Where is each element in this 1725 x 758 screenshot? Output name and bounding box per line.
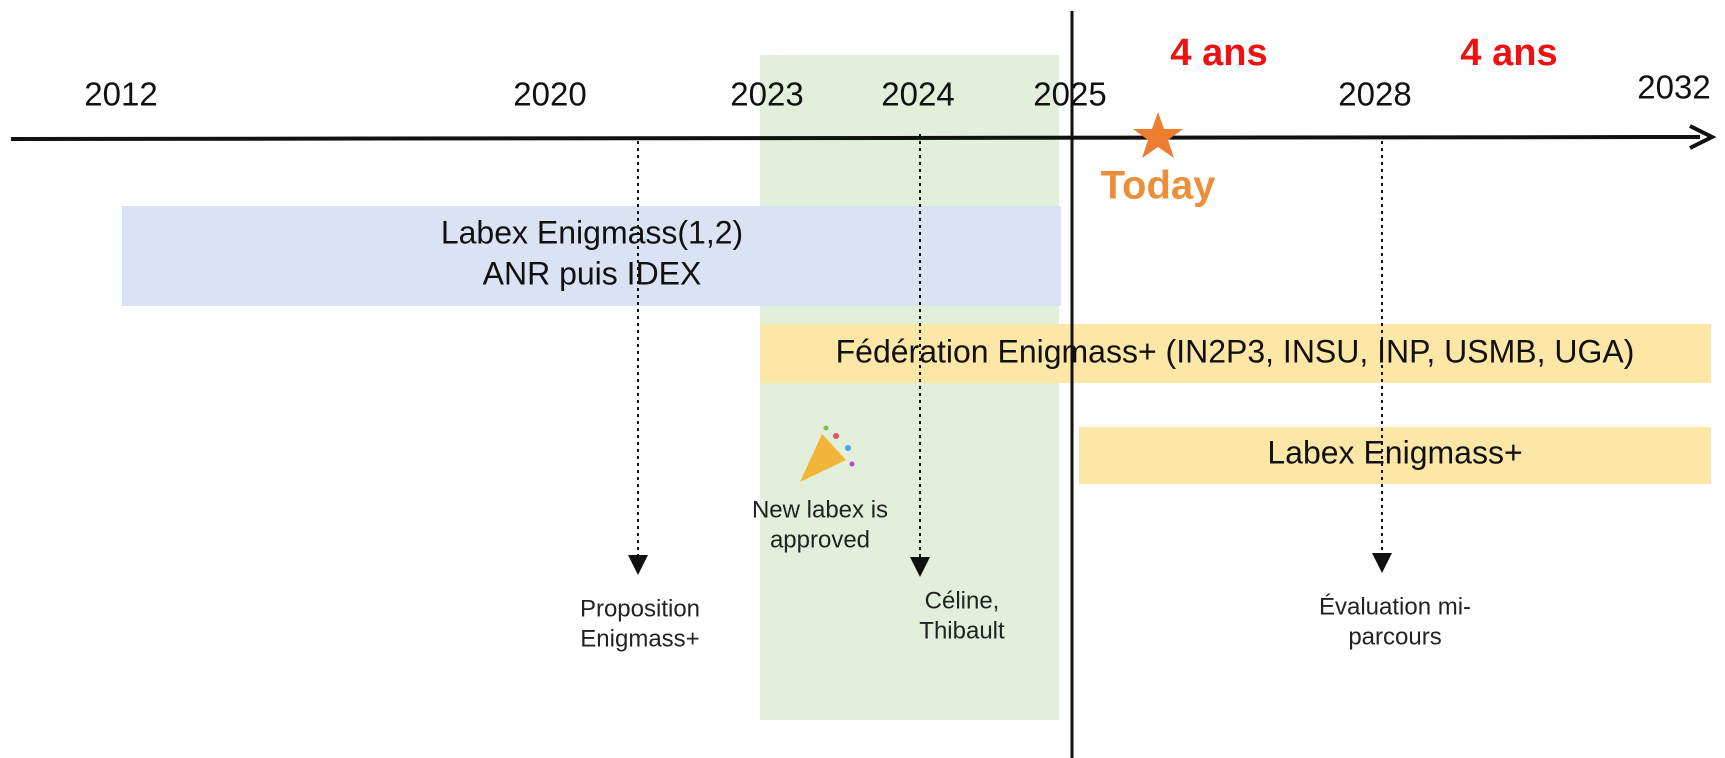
band-label: Fédération Enigmass+ (IN2P3, INSU, INP, … — [836, 333, 1635, 369]
event-label: Proposition — [580, 595, 700, 622]
year-label: 2025 — [1033, 76, 1106, 113]
party-icon — [800, 425, 855, 482]
highlight-period — [760, 55, 1059, 720]
today-label: Today — [1101, 164, 1217, 208]
band — [760, 324, 1711, 383]
band-label: ANR puis IDEX — [483, 255, 702, 291]
year-label: 2023 — [730, 76, 803, 113]
band — [122, 206, 1061, 306]
today-star — [1133, 112, 1183, 158]
note-label: approved — [770, 526, 870, 553]
time-axis — [10, 135, 1701, 141]
axis-arrow — [1689, 124, 1717, 150]
band-label: Labex Enigmass(1,2) — [441, 214, 743, 250]
event-label: Thibault — [919, 617, 1005, 644]
band — [1079, 427, 1711, 484]
year-label: 2012 — [84, 76, 157, 113]
band-label: Labex Enigmass+ — [1267, 434, 1522, 470]
year-label: 2032 — [1637, 69, 1710, 106]
period-label: 4 ans — [1170, 32, 1267, 74]
event-label: parcours — [1348, 623, 1441, 650]
year-label: 2020 — [513, 76, 586, 113]
event-label: Enigmass+ — [580, 625, 699, 652]
event-label: Céline, — [925, 587, 1000, 614]
year-label: 2028 — [1338, 76, 1411, 113]
period-label: 4 ans — [1460, 32, 1557, 74]
event-label: Évaluation mi- — [1319, 593, 1471, 620]
connectors — [628, 134, 1392, 577]
note-label: New labex is — [752, 496, 888, 523]
year-label: 2024 — [881, 76, 954, 113]
